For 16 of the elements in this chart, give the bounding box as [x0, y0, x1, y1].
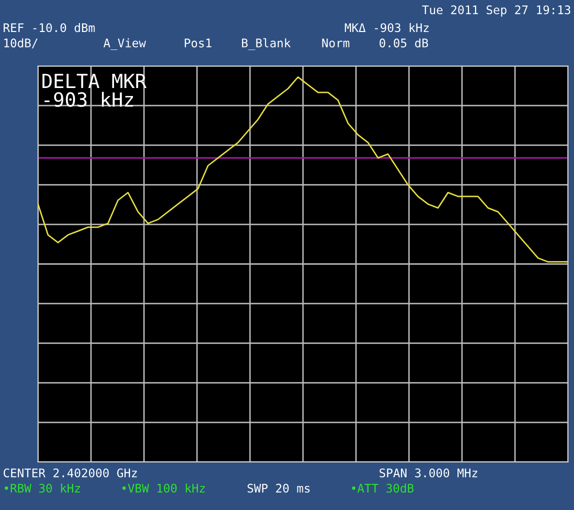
text: MKΔ -903 kHz: [344, 23, 429, 32]
text: Norm: [322, 38, 350, 48]
text: Pos1: [184, 38, 212, 48]
text: A_View: [104, 38, 146, 50]
text: B_Blank: [242, 38, 291, 50]
text: •ATT 30dB: [352, 484, 414, 493]
text: -903 kHz: [44, 92, 133, 107]
text: •VBW 100 kHz: [122, 484, 205, 493]
text: •RBW 30 kHz: [4, 484, 80, 493]
text: SWP 20 ms: [248, 484, 310, 493]
text: 10dB/: [4, 38, 38, 48]
text: REF -10.0 dBm: [4, 23, 95, 32]
text: 0.05 dB: [380, 38, 428, 48]
text: Tue 2011 Sep 27 19:13: [422, 5, 570, 17]
text: SPAN 3.000 MHz: [380, 468, 478, 478]
text: CENTER 2.402000 GHz: [4, 468, 137, 478]
